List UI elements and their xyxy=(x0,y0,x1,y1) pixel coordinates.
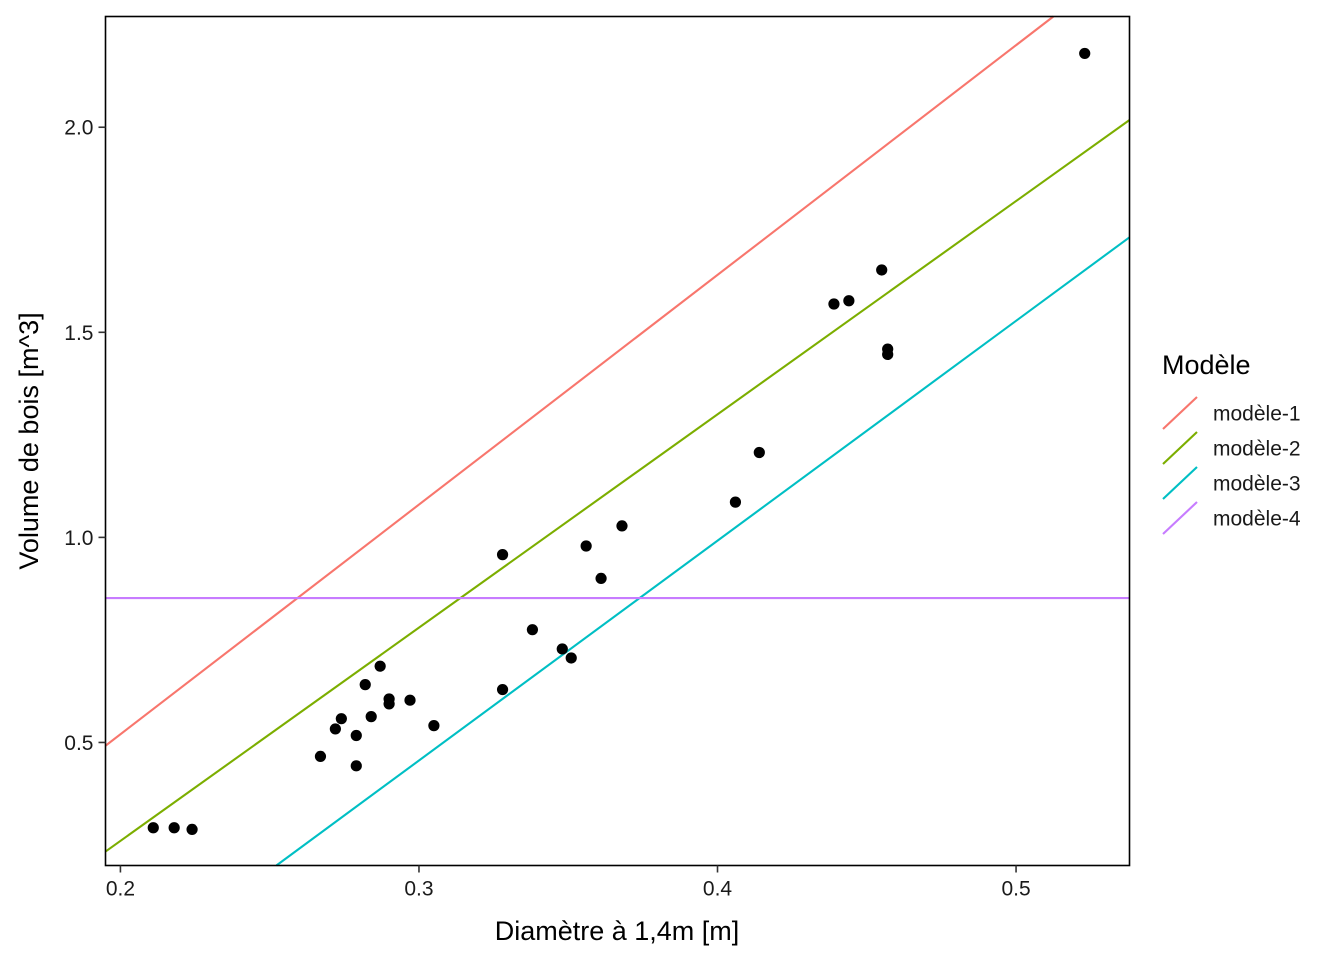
data-point xyxy=(350,760,362,772)
data-point xyxy=(729,496,742,508)
y-tick-label: 2.0 xyxy=(64,117,93,140)
data-point xyxy=(374,660,386,672)
legend-key-1 xyxy=(1162,396,1198,430)
legend-key-3 xyxy=(1162,466,1198,500)
data-point xyxy=(565,652,577,664)
data-point xyxy=(616,520,628,532)
legend: Modèle modèle-1 modèle-2 modèle-3 modèle-4 xyxy=(1162,350,1301,535)
y-tick-label: 1.5 xyxy=(64,322,93,345)
data-point xyxy=(595,572,607,584)
data-point xyxy=(843,295,855,307)
x-axis: 0.2 0.3 0.4 0.5 xyxy=(106,865,1031,901)
x-tick-label: 0.4 xyxy=(703,878,733,901)
data-point xyxy=(365,711,377,723)
legend-key-4 xyxy=(1162,501,1198,535)
y-tick-label: 0.5 xyxy=(64,732,93,755)
data-point xyxy=(753,446,765,459)
data-point xyxy=(350,729,362,742)
y-axis: 0.5 1.0 1.5 2.0 xyxy=(64,117,106,755)
data-point xyxy=(147,822,159,834)
model-line-1 xyxy=(104,15,1055,747)
data-point xyxy=(580,540,592,552)
data-point xyxy=(496,549,509,561)
model-line-3 xyxy=(275,236,1131,867)
x-tick-label: 0.2 xyxy=(106,878,135,901)
data-point xyxy=(526,624,539,636)
data-point xyxy=(335,713,347,725)
data-point xyxy=(876,264,888,276)
legend-label-2: modèle-2 xyxy=(1213,438,1301,461)
data-point xyxy=(428,720,440,732)
lines-layer xyxy=(104,15,1131,867)
data-point xyxy=(359,679,371,691)
data-point xyxy=(329,723,341,735)
x-axis-title: Diamètre à 1,4m [m] xyxy=(495,916,740,946)
legend-title: Modèle xyxy=(1162,350,1251,380)
x-tick-label: 0.5 xyxy=(1001,878,1030,901)
data-point xyxy=(496,683,509,696)
y-tick-label: 1.0 xyxy=(64,527,93,550)
data-point xyxy=(383,693,395,705)
legend-label-3: modèle-3 xyxy=(1213,473,1301,496)
plot-panel-border xyxy=(104,15,1131,867)
y-axis-title: Volume de bois [m^3] xyxy=(14,312,44,569)
data-point xyxy=(1079,47,1091,60)
x-tick-label: 0.3 xyxy=(404,878,433,901)
data-point xyxy=(882,348,894,361)
data-point xyxy=(314,750,327,763)
data-point xyxy=(168,822,180,834)
points-layer xyxy=(147,47,1091,836)
legend-key-2 xyxy=(1162,431,1198,465)
data-point xyxy=(186,823,198,836)
legend-label-1: modèle-1 xyxy=(1213,403,1301,426)
legend-label-4: modèle-4 xyxy=(1213,508,1301,531)
data-point xyxy=(828,298,840,310)
model-line-2 xyxy=(104,119,1131,853)
data-point xyxy=(556,643,568,655)
data-point xyxy=(404,694,416,706)
